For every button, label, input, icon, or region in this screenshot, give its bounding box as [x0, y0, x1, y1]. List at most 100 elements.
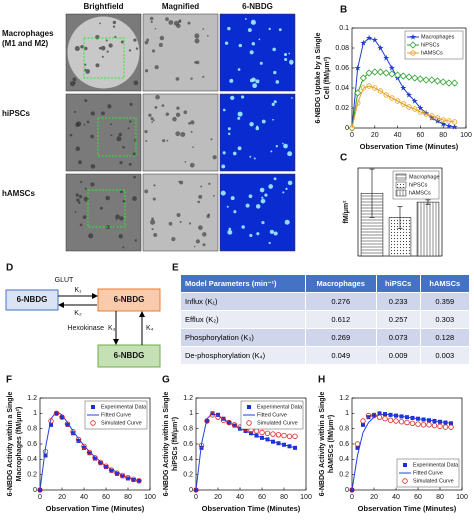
x-tick-label: 20: [58, 494, 66, 501]
cell: [120, 40, 124, 44]
y-tick-label: 0: [189, 487, 193, 494]
cell: [238, 43, 243, 48]
marker: [451, 123, 458, 130]
marker: [125, 475, 131, 481]
cell: [202, 232, 207, 237]
cell: [146, 38, 150, 42]
y-axis-label: fM/μm²: [343, 200, 350, 224]
cell: [166, 139, 169, 142]
cell: [228, 227, 232, 231]
panel-letter: D: [6, 263, 13, 274]
y-tick-label: 1.2: [27, 395, 37, 402]
cell: [193, 245, 196, 248]
marker: [409, 41, 417, 49]
cell: [272, 47, 276, 52]
cell: [112, 20, 117, 25]
cell: [176, 213, 181, 218]
marker: [403, 463, 407, 467]
cell: [249, 122, 254, 127]
cell: [80, 44, 84, 49]
marker: [259, 429, 265, 436]
cell: [269, 229, 275, 234]
cell: [133, 38, 137, 42]
cell: [101, 111, 105, 116]
marker: [371, 412, 377, 419]
marker: [293, 445, 297, 450]
marker: [445, 122, 452, 129]
marker: [220, 417, 227, 423]
cell: [107, 104, 112, 109]
cell: [88, 233, 94, 239]
cell: [270, 150, 273, 153]
marker: [372, 412, 376, 417]
cell: [128, 49, 132, 52]
y-tick-label: 0.2: [339, 472, 349, 479]
cell: [153, 232, 158, 237]
cell: [86, 120, 90, 124]
table-cell: 0.009: [375, 346, 421, 365]
cell: [275, 145, 278, 148]
legend-label: Fitted Curve: [413, 470, 443, 476]
zoom-box: [87, 189, 126, 228]
marker: [360, 39, 367, 46]
cell: [249, 155, 252, 158]
y-tick-label: 1: [345, 410, 349, 417]
marker: [221, 416, 226, 421]
cell: [90, 164, 96, 169]
marker: [394, 71, 402, 79]
cell: [144, 129, 148, 134]
marker: [119, 472, 126, 479]
cell: [75, 193, 79, 197]
legend-label: hAMSCs: [409, 190, 431, 196]
cell: [114, 35, 117, 39]
marker: [416, 75, 424, 83]
cell: [249, 78, 254, 83]
marker: [428, 114, 435, 121]
cell: [200, 185, 203, 188]
marker: [423, 111, 429, 117]
cell: [258, 38, 261, 41]
cell: [190, 120, 195, 125]
marker: [81, 443, 87, 449]
marker: [394, 98, 401, 104]
marker: [198, 442, 205, 449]
cell: [175, 131, 181, 137]
marker: [76, 438, 81, 443]
cell: [291, 97, 293, 99]
y-tick-label: 0.4: [183, 456, 193, 463]
marker: [360, 418, 366, 424]
cell: [100, 45, 106, 51]
cell: [206, 214, 210, 219]
cell: [195, 60, 200, 65]
marker: [387, 417, 394, 423]
cell: [252, 83, 258, 89]
cell: [99, 206, 103, 210]
micrograph: [219, 93, 296, 172]
cell: [227, 127, 231, 131]
cell: [83, 196, 89, 202]
series-line: [39, 411, 140, 491]
marker: [204, 418, 210, 424]
cell: [283, 52, 288, 57]
cell: [288, 52, 291, 55]
marker: [405, 91, 413, 98]
table-cell: 0.359: [419, 292, 471, 311]
micrograph: [142, 173, 219, 252]
marker: [93, 456, 97, 461]
cell: [116, 136, 122, 142]
table-cell: 0.303: [419, 310, 471, 329]
cell: [194, 33, 200, 39]
marker: [48, 418, 54, 424]
bar: [416, 201, 440, 257]
cell: [264, 193, 268, 197]
cell: [74, 46, 80, 52]
cell: [127, 127, 130, 130]
cell: [256, 232, 260, 236]
cell: [230, 196, 235, 201]
marker: [439, 78, 447, 86]
marker: [371, 68, 379, 76]
column-header: Brightfield: [84, 2, 124, 11]
y-axis-label: Macrophages (fM/μm²): [16, 407, 23, 482]
micrograph: [65, 173, 142, 252]
marker: [209, 412, 216, 418]
